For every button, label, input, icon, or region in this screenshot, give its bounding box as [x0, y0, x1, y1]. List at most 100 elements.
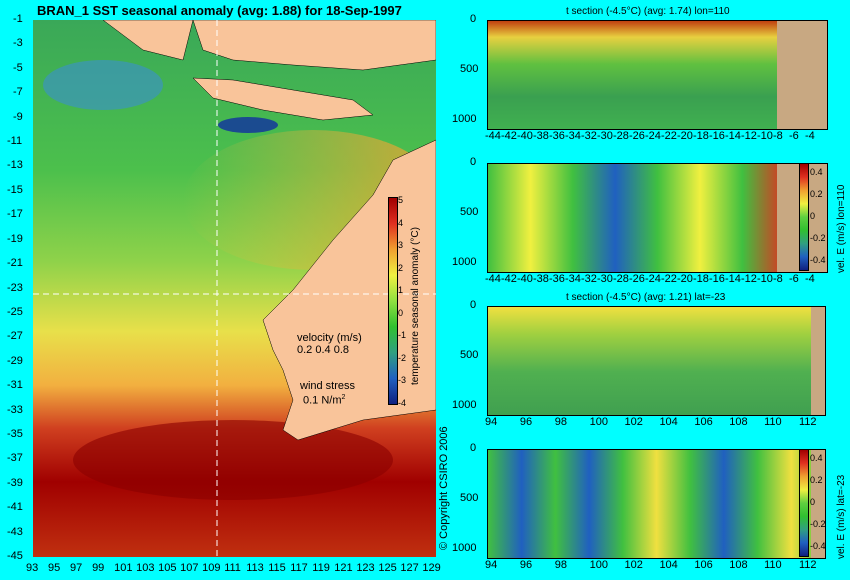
- section-y-tick: 500: [460, 206, 479, 218]
- map-x-tick: 115: [268, 562, 286, 574]
- map-colorbar-tick: -1: [398, 330, 407, 340]
- section-x-tick: -22: [661, 273, 677, 285]
- map-y-tick: -15: [7, 183, 23, 196]
- map-colorbar-tick: 4: [398, 217, 404, 228]
- map-y-tick: -5: [13, 61, 23, 74]
- section-colorbar-tick: -0.2: [810, 233, 826, 243]
- velocity-legend-scale: 0.2 0.4 0.8: [297, 344, 349, 356]
- map-x-tick: 129: [422, 562, 441, 574]
- section-x-tick: 112: [799, 559, 817, 571]
- map-x-tick: 119: [312, 562, 330, 574]
- section-x-tick: 98: [554, 559, 568, 571]
- section-colorbar-tick: -0.4: [810, 255, 826, 265]
- section-y-tick: 1000: [452, 256, 477, 268]
- section-x-tick: -18: [693, 130, 709, 142]
- map-x-tick: 103: [136, 562, 155, 574]
- map-colorbar-tick: 3: [398, 240, 404, 250]
- section-x-tick: 96: [519, 559, 533, 571]
- map-y-tick: -17: [7, 208, 23, 221]
- section-plot: [487, 163, 828, 273]
- section-y-tick: 0: [470, 13, 477, 25]
- section-x-tick: 102: [624, 416, 643, 428]
- section-x-tick: -4: [805, 273, 815, 285]
- map-x-tick: 117: [290, 562, 308, 574]
- section-x-tick: -16: [709, 273, 725, 285]
- map-land-java: [192, 77, 374, 121]
- map-hot-patch: [73, 420, 393, 500]
- map-y-tick: -45: [7, 550, 23, 562]
- section-y-tick: 500: [460, 63, 479, 75]
- section-x-tick: -38: [533, 273, 549, 285]
- section-colorbar-tick: 0: [810, 211, 816, 221]
- wind-stress-label: wind stress: [300, 380, 356, 392]
- map-colorbar: [388, 197, 398, 405]
- section-x-tick: -24: [645, 130, 661, 142]
- section-x-tick: 96: [519, 416, 533, 428]
- map-land-sumatra: [102, 20, 194, 61]
- section-colorbar-tick: -0.4: [810, 541, 826, 551]
- section-x-tick: 112: [799, 416, 817, 428]
- map-x-tick: 101: [114, 562, 133, 574]
- section-land: [811, 450, 825, 558]
- section-x-tick: -14: [725, 130, 741, 142]
- section-x-tick: -32: [581, 273, 597, 285]
- section-x-tick: -28: [613, 130, 629, 142]
- section-x-tick: -26: [629, 273, 645, 285]
- section-x-tick: -20: [677, 273, 693, 285]
- sst-map-svg: [33, 20, 436, 557]
- map-y-tick: -23: [7, 281, 23, 294]
- section-x-tick: -40: [517, 273, 533, 285]
- section-x-tick: -34: [565, 130, 581, 142]
- map-colorbar-tick: -4: [398, 397, 407, 408]
- section-x-tick: -26: [629, 130, 645, 142]
- map-x-tick: 95: [48, 562, 61, 574]
- section-x-tick: -4: [805, 130, 815, 142]
- map-y-tick: -1: [13, 13, 23, 25]
- section-x-tick: -8: [773, 130, 783, 142]
- section-subtitle: t section (-4.5°C) (avg: 1.74) lon=110: [566, 6, 730, 17]
- sst-map: [33, 20, 436, 557]
- map-colorbar-tick: -2: [398, 352, 407, 363]
- section-x-tick: -6: [789, 130, 799, 142]
- map-y-tick: -31: [7, 379, 23, 392]
- map-y-tick: -7: [13, 86, 23, 99]
- section-x-tick: 108: [729, 559, 748, 571]
- map-y-tick: -27: [7, 330, 23, 343]
- section-y-tick: 1000: [452, 399, 477, 411]
- section-y-tick: 0: [470, 156, 477, 168]
- section-colorbar-tick: 0.4: [810, 453, 823, 463]
- map-colorbar-tick: 2: [398, 262, 404, 273]
- section-land: [777, 21, 827, 129]
- section-colorbar: [799, 163, 809, 271]
- map-x-tick: 123: [356, 562, 375, 574]
- section-x-tick: -12: [741, 273, 757, 285]
- section-plot: [487, 449, 826, 559]
- section-y-tick: 0: [470, 442, 477, 454]
- map-y-tick: -37: [7, 452, 23, 465]
- section-x-tick: -28: [613, 273, 629, 285]
- section-colorbar-tick: 0.2: [810, 475, 823, 485]
- wind-stress-scale: 0.1 N/m2: [303, 394, 346, 407]
- section-x-tick: -24: [645, 273, 661, 285]
- section-x-tick: 106: [694, 416, 713, 428]
- section-x-tick: -20: [677, 130, 693, 142]
- section-plot: [487, 20, 828, 130]
- map-x-tick: 107: [180, 562, 199, 574]
- section-plot: [487, 306, 826, 416]
- section-x-tick: 102: [624, 559, 643, 571]
- section-x-tick: 94: [485, 559, 498, 571]
- section-x-tick: -38: [533, 130, 549, 142]
- section-y-tick: 500: [460, 492, 479, 504]
- map-land-borneo: [192, 20, 436, 71]
- section-x-tick: 94: [485, 416, 498, 428]
- section-colorbar: [799, 449, 809, 557]
- map-y-tick: -41: [7, 501, 23, 514]
- section-x-tick: -8: [773, 273, 783, 285]
- map-x-tick: 113: [246, 562, 264, 574]
- section-x-tick: -30: [597, 273, 613, 285]
- section-colorbar-tick: -0.2: [810, 519, 826, 529]
- section-x-tick: -44: [485, 273, 501, 285]
- map-title: BRAN_1 SST seasonal anomaly (avg: 1.88) …: [37, 3, 402, 18]
- section-colorbar-tick: 0: [810, 497, 816, 507]
- section-colorbar-tick: 0.4: [810, 167, 823, 177]
